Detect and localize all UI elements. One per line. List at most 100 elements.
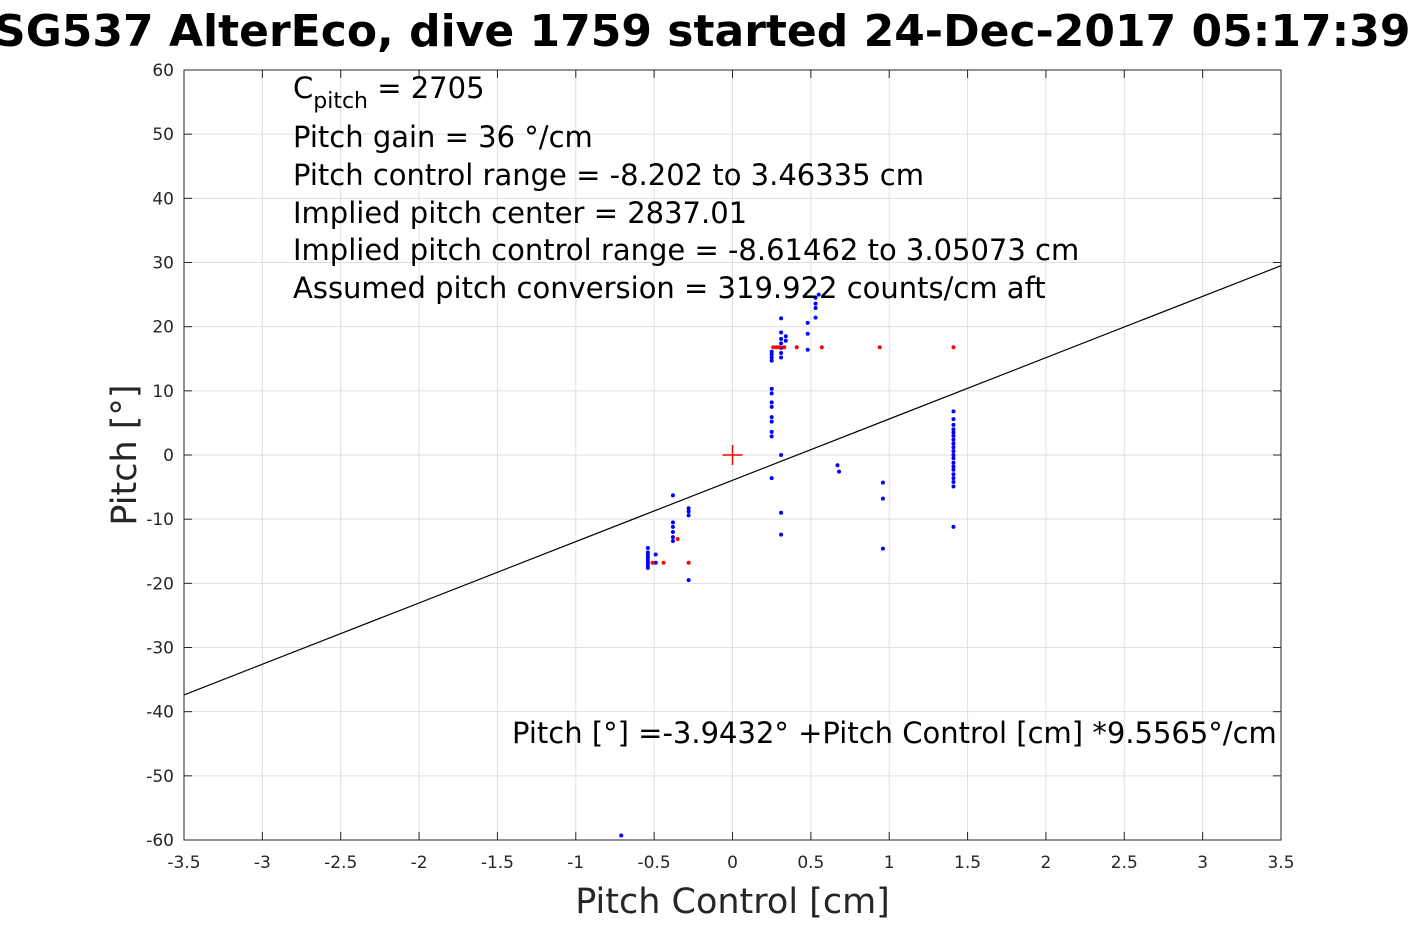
data-point — [769, 434, 774, 439]
data-point — [951, 484, 956, 489]
data-point — [670, 524, 675, 529]
data-point — [686, 506, 691, 511]
data-point — [951, 467, 956, 472]
data-point — [779, 341, 784, 346]
data-point — [653, 560, 658, 565]
y-tick-label: 10 — [152, 382, 174, 402]
data-point — [816, 292, 821, 297]
data-point — [769, 429, 774, 434]
y-tick-label: 20 — [152, 318, 174, 338]
data-point — [771, 345, 776, 350]
data-point — [686, 513, 691, 518]
data-point — [769, 476, 774, 481]
x-tick-label: -1 — [567, 853, 584, 873]
data-point — [951, 479, 956, 484]
y-axis-label: Pitch [°] — [105, 384, 145, 525]
assumed-conversion-annotation: Assumed pitch conversion = 319.922 count… — [293, 271, 1046, 305]
data-point — [951, 460, 956, 465]
data-point — [779, 330, 784, 335]
x-tick-label: 1 — [884, 853, 895, 873]
data-point — [813, 315, 818, 320]
data-point — [769, 404, 774, 409]
data-point — [951, 427, 956, 432]
x-tick-label: -1.5 — [481, 853, 514, 873]
fit-line-group — [183, 265, 1282, 696]
x-tick-label: 3.5 — [1267, 853, 1294, 873]
data-point — [819, 345, 824, 350]
data-point — [779, 316, 784, 321]
data-point — [951, 345, 956, 350]
data-point — [686, 578, 691, 583]
x-tick-label: -2 — [411, 853, 428, 873]
data-point — [779, 453, 784, 457]
data-point — [951, 472, 956, 477]
data-point — [650, 560, 655, 565]
y-tick-label: 0 — [163, 446, 174, 466]
x-tick-label: 2 — [1041, 853, 1052, 873]
data-point — [877, 345, 882, 350]
data-point — [779, 532, 784, 537]
data-point — [653, 552, 658, 557]
center-marker — [722, 445, 743, 465]
data-points — [619, 292, 956, 838]
y-tick-label: 60 — [152, 61, 174, 81]
data-point — [951, 449, 956, 454]
axis-ticks: -3.5 -3 -2.5 -2 -1.5 -1 -0.5 0 0.5 1 1.5 2 2.5 3 3.5 60… — [146, 61, 1294, 873]
y-tick-label: -60 — [146, 831, 174, 851]
fit-equation-annotation: Pitch [°] =-3.9432° +Pitch Control [cm] … — [512, 716, 1277, 750]
data-point — [951, 417, 956, 422]
x-axis-label: Pitch Control [cm] — [575, 882, 890, 922]
data-point — [769, 349, 774, 354]
data-point — [783, 334, 788, 339]
fit-line — [183, 265, 1282, 696]
data-point — [880, 496, 885, 501]
y-tick-label: -40 — [146, 703, 174, 723]
data-point — [774, 345, 779, 350]
x-tick-label: -2.5 — [324, 853, 357, 873]
data-point — [837, 469, 842, 474]
data-point — [670, 493, 675, 498]
pitch-control-range-annotation: Pitch control range = -8.202 to 3.46335 … — [293, 158, 924, 192]
x-tick-label: -3 — [254, 853, 271, 873]
data-point — [951, 464, 956, 469]
x-tick-label: -0.5 — [638, 853, 671, 873]
data-point — [880, 546, 885, 551]
data-point — [951, 453, 956, 457]
y-tick-label: 30 — [152, 254, 174, 274]
data-point — [645, 546, 650, 551]
data-point — [661, 560, 666, 565]
data-point — [794, 345, 799, 350]
data-point — [769, 358, 774, 363]
data-point — [951, 433, 956, 438]
y-tick-label: -10 — [146, 510, 174, 530]
data-point — [951, 441, 956, 446]
data-point — [686, 509, 691, 514]
y-tick-label: -50 — [146, 767, 174, 787]
data-point — [805, 331, 810, 336]
data-point — [951, 445, 956, 450]
x-tick-label: 3 — [1197, 853, 1208, 873]
data-point — [779, 355, 784, 360]
chart-title: SG537 AlterEco, dive 1759 started 24-Dec… — [0, 6, 1411, 57]
y-tick-label: -20 — [146, 574, 174, 594]
data-point — [670, 538, 675, 543]
data-point — [880, 480, 885, 485]
y-tick-label: 50 — [152, 125, 174, 145]
data-point — [951, 422, 956, 427]
data-point — [951, 456, 956, 461]
y-tick-label: -30 — [146, 639, 174, 659]
data-point — [813, 301, 818, 306]
data-point — [777, 345, 782, 350]
data-point — [805, 320, 810, 325]
data-point — [813, 306, 818, 311]
data-point — [779, 510, 784, 515]
implied-center-annotation: Implied pitch center = 2837.01 — [293, 196, 747, 230]
data-point — [645, 565, 650, 570]
data-point — [670, 535, 675, 540]
implied-range-annotation: Implied pitch control range = -8.61462 t… — [293, 233, 1079, 267]
x-tick-label: 1.5 — [954, 853, 981, 873]
c-pitch-annotation: Cpitch = 2705 — [293, 71, 485, 114]
data-point — [951, 476, 956, 481]
x-tick-label: 0 — [727, 853, 738, 873]
